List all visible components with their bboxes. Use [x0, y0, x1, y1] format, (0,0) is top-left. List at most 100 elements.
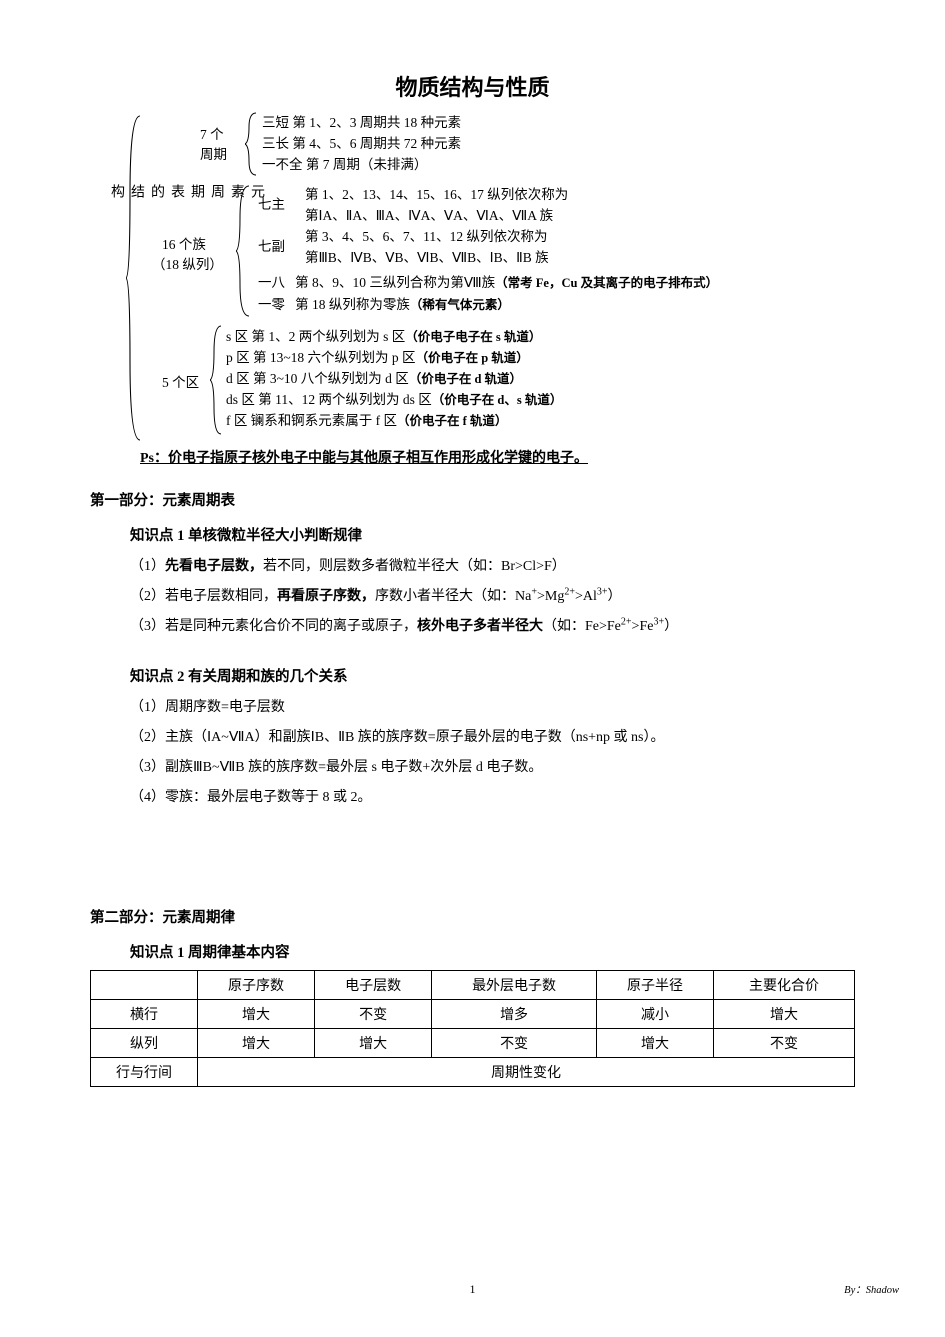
- groups-row4b-plain: 第 18 纵列称为零族: [295, 297, 410, 312]
- part2-heading: 第二部分：元素周期律: [90, 906, 855, 927]
- sup-2plus-2: 2+: [621, 616, 632, 627]
- kp2-title: 知识点 2 有关周期和族的几个关系: [130, 665, 855, 686]
- zones-row5-plain: f 区 镧系和锕系元素属于 f 区: [226, 413, 397, 428]
- periods-row3: 一不全 第 7 周期（未排满）: [262, 154, 427, 175]
- groups-row4: 一零 第 18 纵列称为零族（稀有气体元素）: [258, 294, 510, 316]
- kp1-l1b: 先看电子层数，: [165, 559, 263, 574]
- periods-row1: 三短 第 1、2、3 周期共 18 种元素: [262, 112, 461, 133]
- kp1-l3b: 核外电子多者半径大: [417, 619, 543, 634]
- zones-row2-plain: p 区 第 13~18 六个纵列划为 p 区: [226, 350, 416, 365]
- groups-row4b-bold: （稀有气体元素）: [410, 298, 510, 312]
- rh-1: 增大: [197, 1000, 314, 1029]
- zones-row1: s 区 第 1、2 两个纵列划为 s 区（价电子电子在 s 轨道）: [226, 326, 541, 348]
- groups-row4a: 一零: [258, 297, 285, 312]
- periods-row2: 三长 第 4、5、6 周期共 72 种元素: [262, 133, 461, 154]
- kp1-l2b: 再看原子序数，: [277, 589, 375, 604]
- rh-3: 增多: [432, 1000, 597, 1029]
- sup-2plus-1: 2+: [564, 586, 575, 597]
- zones-row3: d 区 第 3~10 八个纵列划为 d 区（价电子在 d 轨道）: [226, 368, 522, 390]
- zones-row4: ds 区 第 11、12 两个纵列划为 ds 区（价电子在 d、s 轨道）: [226, 389, 562, 411]
- kp1-l2c-pre: 序数小者半径大（如：Na: [375, 589, 531, 604]
- rm-label: 行与行间: [91, 1058, 198, 1087]
- sup-3plus-1: 3+: [597, 586, 608, 597]
- kp1-l2a: （2）若电子层数相同，: [130, 589, 277, 604]
- kp1-l2c-mid2: >Al: [575, 589, 597, 604]
- th-2: 电子层数: [315, 971, 432, 1000]
- kp1-line1: （1）先看电子层数，若不同，则层数多者微粒半径大（如：Br>Cl>F）: [130, 555, 855, 575]
- zones-row5: f 区 镧系和锕系元素属于 f 区（价电子在 f 轨道）: [226, 410, 507, 432]
- brace-zones: [210, 324, 224, 436]
- kp1-l3c-mid: >Fe: [632, 619, 654, 634]
- periods-label2: 周期: [200, 144, 227, 165]
- groups-row3a: 一八: [258, 275, 285, 290]
- zones-row2-bold: （价电子在 p 轨道）: [416, 351, 529, 365]
- zones-row3-bold: （价电子在 d 轨道）: [409, 372, 522, 386]
- kp1-line2: （2）若电子层数相同，再看原子序数，序数小者半径大（如：Na+>Mg2+>Al3…: [130, 585, 855, 605]
- rh-0: 横行: [91, 1000, 198, 1029]
- kp1-l1a: （1）: [130, 559, 165, 574]
- ps-note: Ps：价电子指原子核外电子中能与其他原子相互作用形成化学键的电子。: [140, 447, 855, 467]
- zones-row4-bold: （价电子在 d、s 轨道）: [432, 393, 563, 407]
- groups-row2b: 第 3、4、5、6、7、11、12 纵列依次称为: [305, 226, 548, 247]
- groups-row1c: 第ⅠA、ⅡA、ⅢA、ⅣA、ⅤA、ⅥA、ⅦA 族: [305, 205, 553, 226]
- kp1-l3c-pre: （如：Fe>Fe: [543, 619, 621, 634]
- table-header-row: 原子序数 电子层数 最外层电子数 原子半径 主要化合价: [91, 971, 855, 1000]
- groups-label1: 16 个族: [162, 234, 206, 255]
- zones-label: 5 个区: [162, 372, 199, 393]
- zones-row3-plain: d 区 第 3~10 八个纵列划为 d 区: [226, 371, 409, 386]
- page-number: 1: [470, 1282, 476, 1297]
- rh-4: 减小: [596, 1000, 713, 1029]
- sup-3plus-2: 3+: [653, 616, 664, 627]
- brace-groups: [236, 184, 252, 318]
- page-title: 物质结构与性质: [90, 70, 855, 102]
- periods-label1: 7 个: [200, 124, 224, 145]
- part1-heading: 第一部分：元素周期表: [90, 489, 855, 510]
- zones-row2: p 区 第 13~18 六个纵列划为 p 区（价电子在 p 轨道）: [226, 347, 529, 369]
- zones-row1-plain: s 区 第 1、2 两个纵列划为 s 区: [226, 329, 405, 344]
- groups-row2c: 第ⅢB、ⅣB、ⅤB、ⅥB、ⅦB、ⅠB、ⅡB 族: [305, 247, 549, 268]
- zones-row5-bold: （价电子在 f 轨道）: [397, 414, 507, 428]
- kp2-line2: （2）主族（ⅠA~ⅦA）和副族ⅠB、ⅡB 族的族序数=原子最外层的电子数（ns+…: [130, 726, 855, 746]
- kp1-line3: （3）若是同种元素化合价不同的离子或原子，核外电子多者半径大（如：Fe>Fe2+…: [130, 615, 855, 635]
- groups-row1a: 七主: [258, 194, 285, 215]
- brace-root: [126, 114, 144, 442]
- groups-label2: （18 纵列）: [152, 254, 223, 275]
- rv-5: 不变: [714, 1029, 855, 1058]
- th-1: 原子序数: [197, 971, 314, 1000]
- kp1-title: 知识点 1 单核微粒半径大小判断规律: [130, 524, 855, 545]
- brace-periods: [245, 111, 259, 177]
- rh-5: 增大: [714, 1000, 855, 1029]
- zones-row1-bold: （价电子电子在 s 轨道）: [405, 330, 541, 344]
- periodic-table: 原子序数 电子层数 最外层电子数 原子半径 主要化合价 横行 增大 不变 增多 …: [90, 970, 855, 1087]
- kp2-line1: （1）周期序数=电子层数: [130, 696, 855, 716]
- rv-1: 增大: [197, 1029, 314, 1058]
- groups-row1b: 第 1、2、13、14、15、16、17 纵列依次称为: [305, 184, 568, 205]
- zones-row4-plain: ds 区 第 11、12 两个纵列划为 ds 区: [226, 392, 432, 407]
- groups-row3: 一八 第 8、9、10 三纵列合称为第Ⅷ族（常考 Fe，Cu 及其离子的电子排布…: [258, 272, 718, 294]
- groups-row2a: 七副: [258, 236, 285, 257]
- th-3: 最外层电子数: [432, 971, 597, 1000]
- rv-4: 增大: [596, 1029, 713, 1058]
- kp2-line4: （4）零族：最外层电子数等于 8 或 2。: [130, 786, 855, 806]
- groups-row3b-plain: 第 8、9、10 三纵列合称为第Ⅷ族: [295, 275, 495, 290]
- kp1-l3c-end: ）: [664, 619, 678, 634]
- kp1-l2c-mid1: >Mg: [537, 589, 564, 604]
- rv-0: 纵列: [91, 1029, 198, 1058]
- rv-3: 不变: [432, 1029, 597, 1058]
- table-row-m: 行与行间 周期性变化: [91, 1058, 855, 1087]
- table-row-v: 纵列 增大 增大 不变 增大 不变: [91, 1029, 855, 1058]
- part2-kp1-title: 知识点 1 周期律基本内容: [130, 941, 855, 962]
- rm-value: 周期性变化: [197, 1058, 854, 1087]
- rh-2: 不变: [315, 1000, 432, 1029]
- rv-2: 增大: [315, 1029, 432, 1058]
- kp1-l3a: （3）若是同种元素化合价不同的离子或原子，: [130, 619, 417, 634]
- table-row-h: 横行 增大 不变 增多 减小 增大: [91, 1000, 855, 1029]
- th-0: [91, 971, 198, 1000]
- th-4: 原子半径: [596, 971, 713, 1000]
- groups-row3b-bold: （常考 Fe，Cu 及其离子的电子排布式）: [495, 276, 718, 290]
- kp1-l2c-end: ）: [608, 589, 622, 604]
- kp1-l1c: 若不同，则层数多者微粒半径大（如：Br>Cl>F）: [263, 559, 566, 574]
- byline: By：Shadow: [844, 1282, 899, 1297]
- th-5: 主要化合价: [714, 971, 855, 1000]
- kp2-line3: （3）副族ⅢB~ⅦB 族的族序数=最外层 s 电子数+次外层 d 电子数。: [130, 756, 855, 776]
